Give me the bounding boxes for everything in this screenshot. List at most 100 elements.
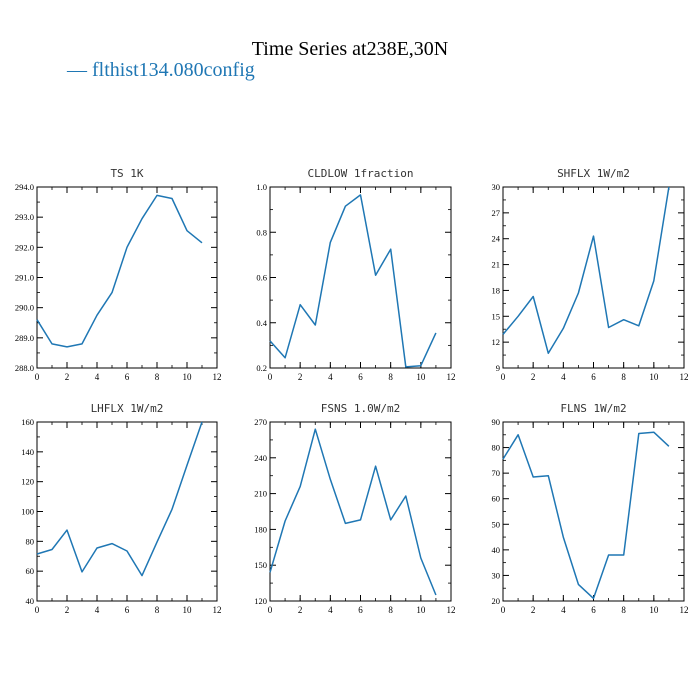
series-line	[269, 428, 437, 596]
y-tick-label: 50	[492, 519, 501, 529]
y-tick-label: 240	[254, 453, 267, 463]
series-line	[36, 194, 203, 348]
panel-4: LHFLX 1W/m2 0 2 4 6 8 10 12 40 60 80 100 120 140 160	[21, 402, 221, 615]
x-tick-label: 12	[447, 605, 456, 615]
panel-5: FSNS 1.0W/m2 0 2 4 6 8 10 12 120 150 180 210 240 270	[254, 402, 455, 615]
plot-frame	[269, 421, 452, 602]
x-tick-label: 6	[358, 372, 363, 382]
y-tick-label: 293.0	[15, 212, 34, 222]
x-tick-label: 2	[531, 372, 536, 382]
y-tick-label: 120	[254, 596, 267, 606]
series-line	[36, 421, 203, 577]
x-tick-label: 0	[268, 372, 273, 382]
y-tick-label: 289.0	[15, 333, 34, 343]
y-tick-label: 30	[492, 570, 501, 580]
x-tick-label: 10	[183, 605, 193, 615]
y-tick-label: 160	[21, 417, 34, 427]
y-tick-label: 150	[254, 560, 267, 570]
y-tick-label: 15	[492, 311, 501, 321]
x-tick-label: 12	[213, 605, 222, 615]
panel-1: TS 1K 0 2 4 6 8 10 12 288.0 289.0 290.0 291.0 292.0 2…	[15, 167, 222, 382]
x-tick-label: 10	[183, 372, 193, 382]
x-tick-label: 12	[213, 372, 222, 382]
y-tick-label: 80	[492, 443, 501, 453]
panel-title: TS 1K	[110, 167, 143, 180]
panel-6: FLNS 1W/m2 0 2 4 6 8 10 12 20 30 40 50 60 70 80 90	[492, 402, 689, 615]
x-tick-label: 0	[268, 605, 273, 615]
legend-label: — flthist134.080config	[66, 59, 255, 81]
plot-frame	[502, 186, 685, 369]
y-tick-label: 140	[21, 447, 34, 457]
x-tick-label: 10	[416, 372, 426, 382]
y-tick-label: 40	[492, 545, 501, 555]
x-tick-label: 2	[65, 605, 70, 615]
x-tick-label: 8	[621, 372, 626, 382]
panel-title: FSNS 1.0W/m2	[321, 402, 400, 415]
y-tick-label: 9	[496, 363, 500, 373]
y-tick-label: 30	[492, 182, 501, 192]
y-tick-label: 0.4	[256, 318, 267, 328]
x-tick-label: 6	[125, 372, 130, 382]
y-tick-label: 60	[492, 494, 501, 504]
figure-title: Time Series at238E,30N	[252, 38, 448, 60]
series-line	[502, 431, 670, 600]
series-line	[502, 186, 670, 355]
y-tick-label: 210	[254, 489, 267, 499]
x-tick-label: 6	[591, 605, 596, 615]
y-tick-label: 1.0	[256, 182, 267, 192]
panel-title: FLNS 1W/m2	[560, 402, 626, 415]
x-tick-label: 0	[35, 372, 40, 382]
plot-frame	[36, 421, 218, 602]
y-tick-label: 0.8	[256, 227, 267, 237]
y-tick-label: 100	[21, 507, 34, 517]
y-tick-label: 120	[21, 477, 34, 487]
panel-title: CLDLOW 1fraction	[308, 167, 414, 180]
y-tick-label: 24	[492, 234, 501, 244]
x-tick-label: 10	[649, 372, 659, 382]
x-tick-label: 6	[125, 605, 130, 615]
x-tick-label: 4	[328, 372, 333, 382]
x-tick-label: 2	[531, 605, 536, 615]
y-tick-label: 0.2	[256, 363, 267, 373]
y-tick-label: 270	[254, 417, 267, 427]
x-tick-label: 2	[298, 605, 303, 615]
x-tick-label: 12	[680, 372, 689, 382]
x-tick-label: 12	[680, 605, 689, 615]
y-tick-label: 70	[492, 468, 501, 478]
x-tick-label: 8	[155, 605, 160, 615]
x-tick-label: 10	[649, 605, 659, 615]
y-tick-label: 294.0	[15, 182, 34, 192]
plot-frame	[502, 421, 685, 602]
x-tick-label: 8	[388, 372, 393, 382]
y-tick-label: 60	[26, 566, 35, 576]
x-tick-label: 8	[388, 605, 393, 615]
x-tick-label: 8	[155, 372, 160, 382]
plot-frame	[269, 186, 452, 369]
series-line	[269, 194, 437, 368]
x-tick-label: 4	[95, 605, 100, 615]
x-tick-label: 4	[561, 372, 566, 382]
x-tick-label: 12	[447, 372, 456, 382]
x-tick-label: 0	[501, 372, 506, 382]
y-tick-label: 292.0	[15, 242, 34, 252]
y-tick-label: 21	[492, 260, 501, 270]
x-tick-label: 2	[65, 372, 70, 382]
y-tick-label: 40	[26, 596, 35, 606]
panels: TS 1K0 2 4 6 8 10 12288.0289.0290.0291.0292.02…	[15, 167, 689, 615]
x-tick-label: 10	[416, 605, 426, 615]
y-tick-label: 180	[254, 524, 267, 534]
panel-title: LHFLX 1W/m2	[91, 402, 164, 415]
panel-2: CLDLOW 1fraction 0 2 4 6 8 10 12 0.2 0.4 0.6 0.8 1.0	[256, 167, 455, 382]
x-tick-label: 8	[621, 605, 626, 615]
y-tick-label: 27	[492, 208, 501, 218]
x-tick-label: 4	[561, 605, 566, 615]
y-tick-label: 291.0	[15, 273, 34, 283]
x-tick-label: 6	[591, 372, 596, 382]
y-tick-label: 290.0	[15, 303, 34, 313]
panel-title: SHFLX 1W/m2	[557, 167, 630, 180]
y-tick-label: 20	[492, 596, 501, 606]
x-tick-label: 0	[501, 605, 506, 615]
x-tick-label: 2	[298, 372, 303, 382]
